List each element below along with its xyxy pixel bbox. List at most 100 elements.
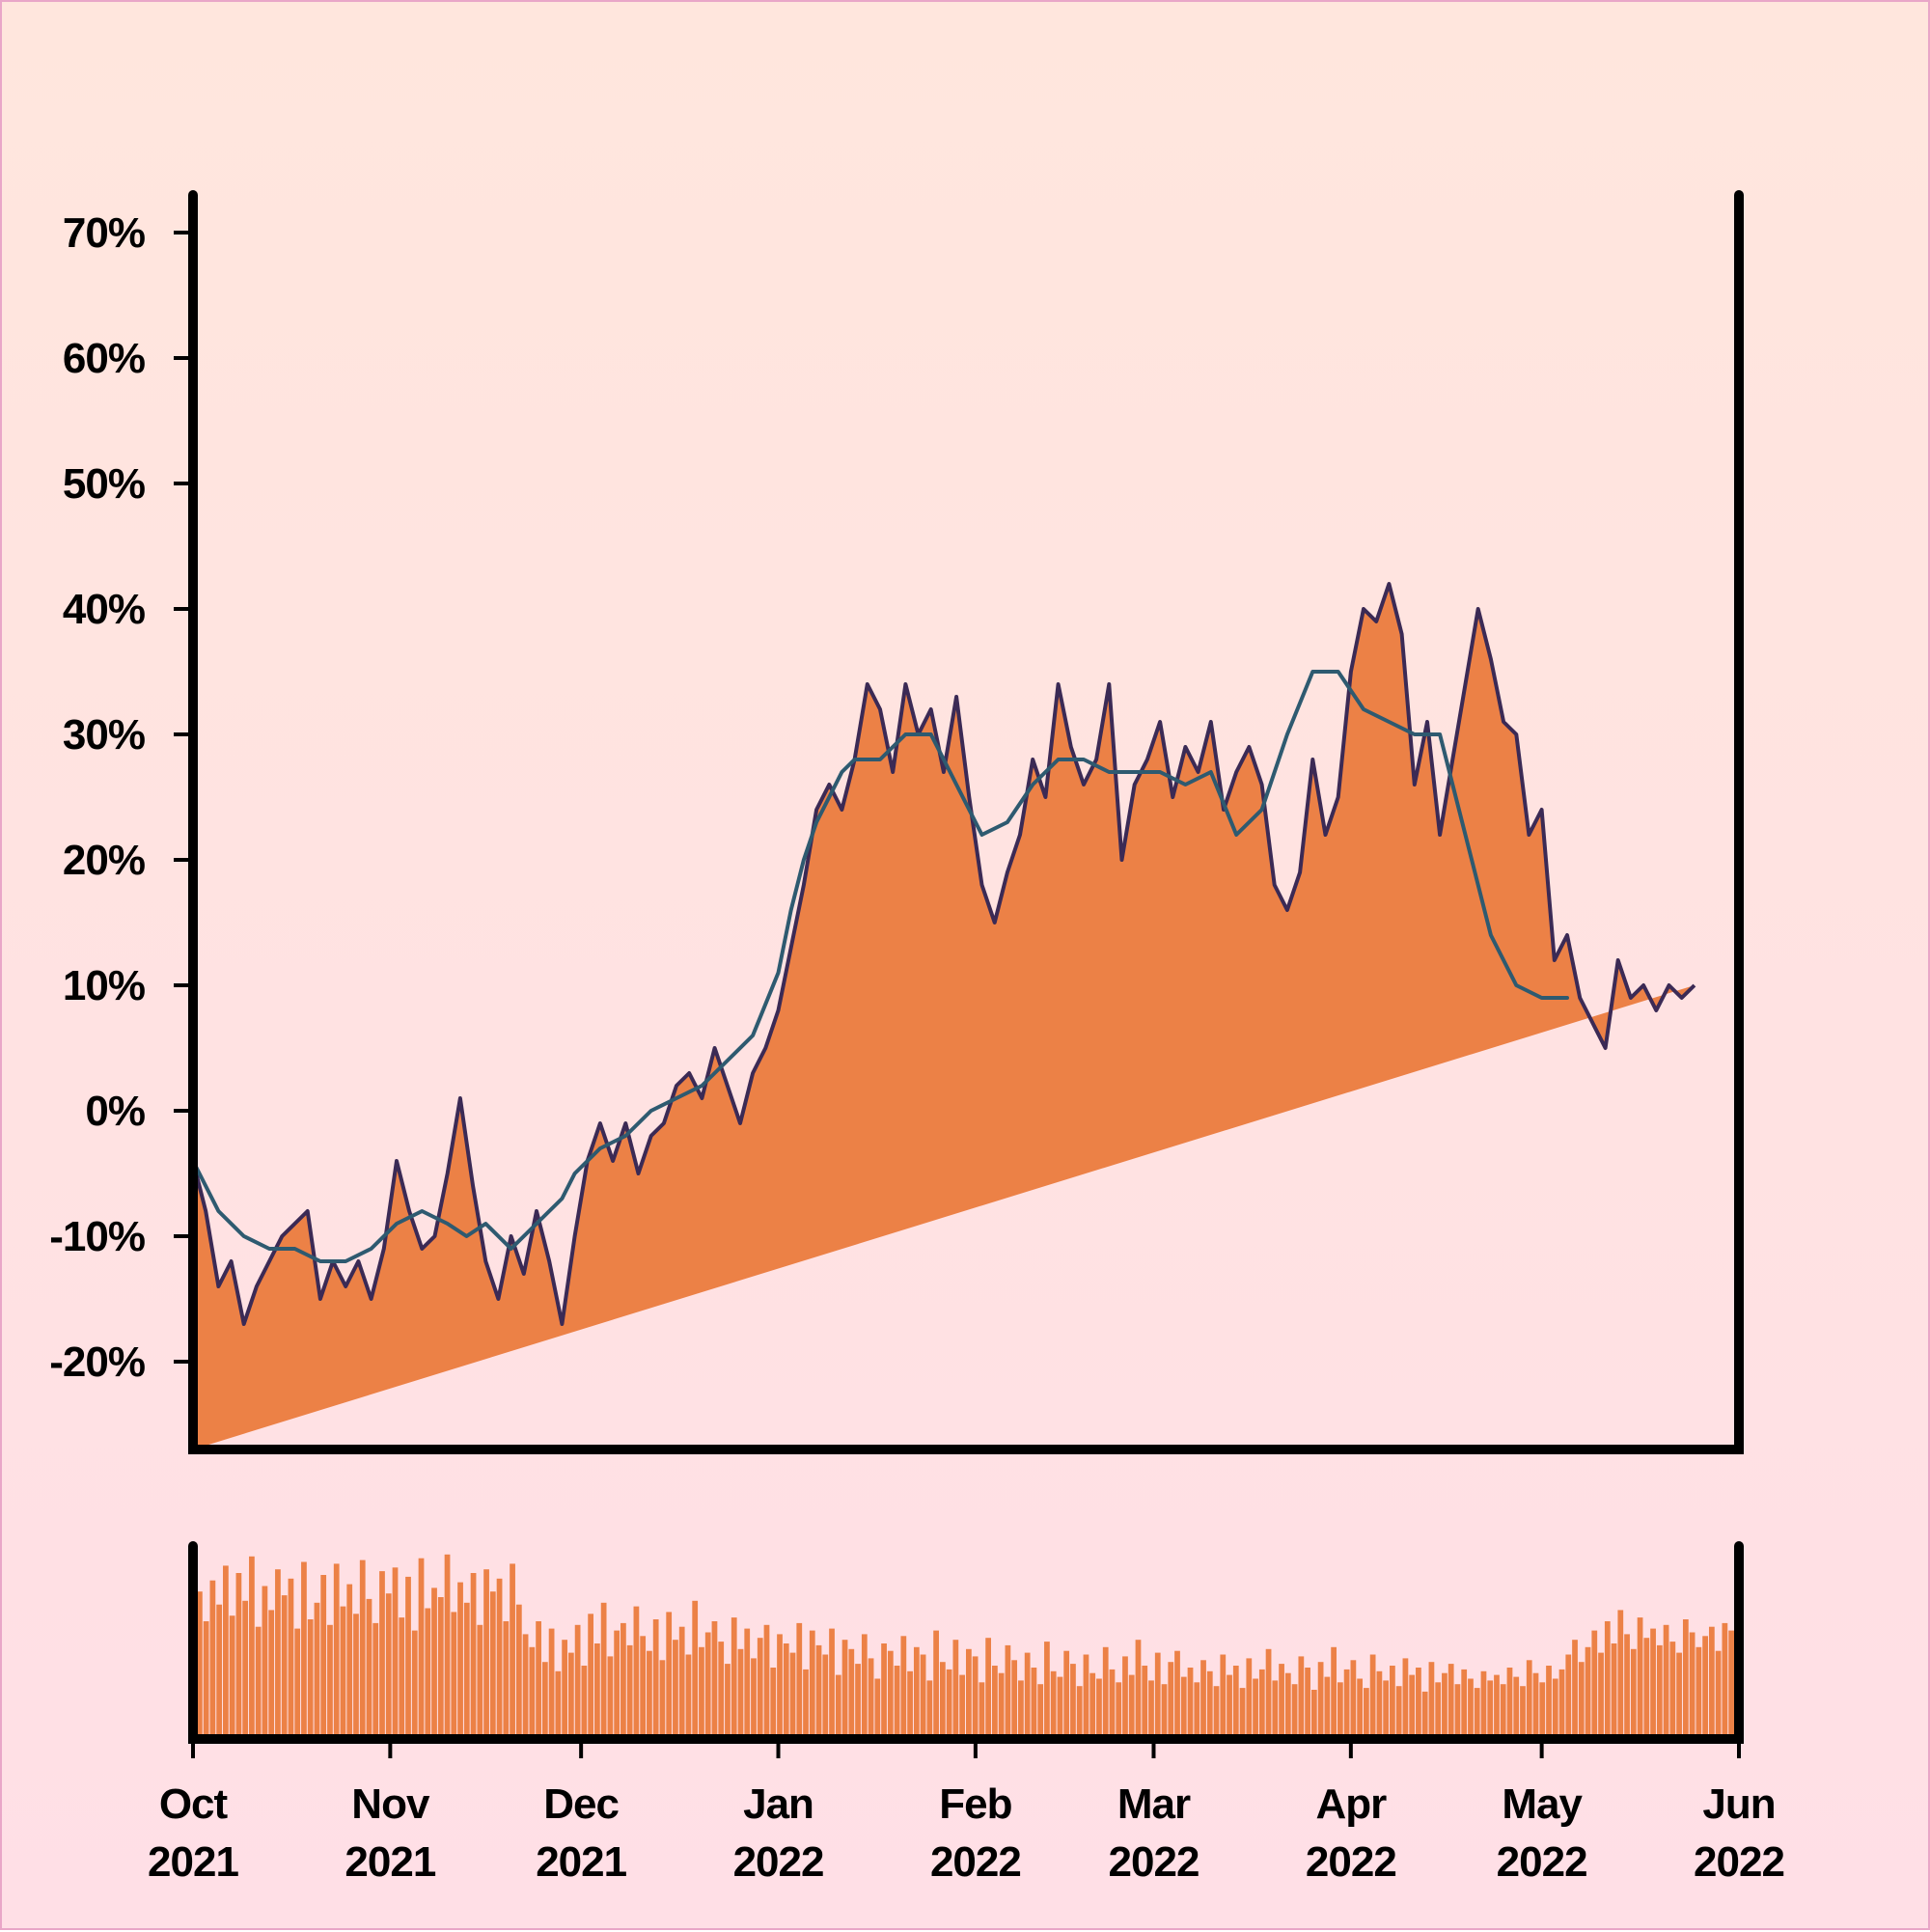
volume-bar [1669,1642,1676,1736]
x-tick-year: 2022 [1694,1838,1784,1886]
price-area [193,584,1695,1449]
volume-bar [327,1624,333,1736]
volume-bar [900,1636,907,1736]
volume-bar [1174,1650,1180,1736]
volume-bar [704,1632,711,1736]
volume-bar [1617,1610,1624,1736]
volume-bar [1180,1676,1187,1736]
moving-average-line [191,670,1569,1263]
volume-bar [1148,1680,1154,1736]
volume-bar [822,1654,829,1736]
volume-bar [1369,1654,1376,1736]
volume-bar [1722,1622,1728,1736]
volume-bar [1227,1674,1232,1736]
volume-bar [1284,1672,1291,1736]
price-line [191,582,1696,1326]
volume-bar [1272,1680,1279,1736]
volume-bar [1376,1670,1383,1736]
volume-bar [353,1614,359,1736]
volume-bar [249,1556,255,1736]
volume-bar [763,1624,770,1736]
volume-bar [477,1624,483,1736]
volume-bar [203,1621,209,1736]
main-axis-frame [188,190,1744,1454]
volume-bar [731,1617,737,1736]
volume-bar [379,1571,385,1736]
volume-bar [894,1666,900,1736]
volume-bar [926,1680,933,1736]
volume-bar [216,1604,223,1736]
volume-bar [1305,1668,1310,1736]
volume-bar [1572,1640,1578,1736]
volume-bar [399,1617,405,1736]
volume-bar [939,1662,946,1736]
volume-bar [489,1591,496,1736]
volume-bar [966,1648,972,1736]
volume-bar [907,1670,913,1736]
volume-bar [1200,1660,1206,1736]
volume-bar [783,1643,789,1736]
volume-bar [567,1652,574,1736]
y-tick-label: -20% [49,1339,145,1386]
volume-bar [555,1670,562,1736]
volume-bar [848,1648,855,1736]
volume-bar [751,1658,757,1736]
volume-bar [1480,1670,1487,1736]
volume-bar [385,1593,392,1736]
volume-bar [483,1569,489,1736]
volume-bar [1253,1678,1258,1736]
y-tick-label: -10% [49,1213,145,1260]
volume-bar [418,1558,425,1736]
volume-bar [1494,1674,1500,1736]
volume-bar [1468,1678,1474,1736]
volume-bar [920,1654,926,1736]
volume-bar [522,1634,529,1736]
x-tick-month: Jan [743,1780,813,1828]
volume-bar [1546,1666,1552,1736]
volume-bar [1526,1660,1532,1736]
volume-bar [1044,1642,1050,1736]
volume-bar [1585,1646,1591,1736]
volume-bar [1591,1630,1598,1736]
y-axis-ticks: 70% 60% 50% 40% 30% 20% 10% 0% -10% -20% [49,209,193,1386]
volume-bar [1715,1650,1722,1736]
volume-bar [770,1668,777,1736]
volume-bar [405,1576,411,1736]
volume-bar [1728,1630,1734,1736]
volume-bar [777,1634,783,1736]
volume-bar [1128,1674,1135,1736]
volume-bar [666,1612,673,1736]
volume-bar [933,1630,939,1736]
x-tick-month: Jun [1702,1780,1775,1828]
x-tick-month: Nov [351,1780,430,1828]
volume-bar [1220,1654,1227,1736]
volume-bar [1357,1678,1363,1736]
volume-bar [1109,1669,1116,1736]
x-tick-month: Dec [543,1780,619,1828]
volume-bar [1076,1686,1083,1736]
volume-bar [346,1584,353,1736]
volume-bar [301,1561,307,1736]
volume-bar [268,1610,275,1736]
volume-bar [503,1621,510,1736]
volume-bar [1676,1652,1682,1736]
volume-bar [1011,1660,1018,1736]
y-tick-label: 30% [63,711,145,759]
volume-bar [1454,1684,1461,1736]
volume-bar [711,1621,718,1736]
volume-bar [946,1669,952,1736]
volume-bar [548,1628,555,1736]
volume-bar [887,1650,894,1736]
volume-bar [307,1619,314,1736]
volume-bar [1213,1686,1220,1736]
volume-bar [1298,1656,1305,1736]
volume-bar [281,1595,288,1736]
volume-bar [437,1597,444,1736]
x-tick-year: 2021 [148,1838,238,1886]
volume-bar [1682,1619,1689,1736]
volume-bar [1565,1654,1572,1736]
volume-bar [744,1628,751,1736]
volume-bar [737,1648,744,1736]
volume-bar [1643,1638,1650,1736]
x-tick-month: Mar [1117,1780,1191,1828]
